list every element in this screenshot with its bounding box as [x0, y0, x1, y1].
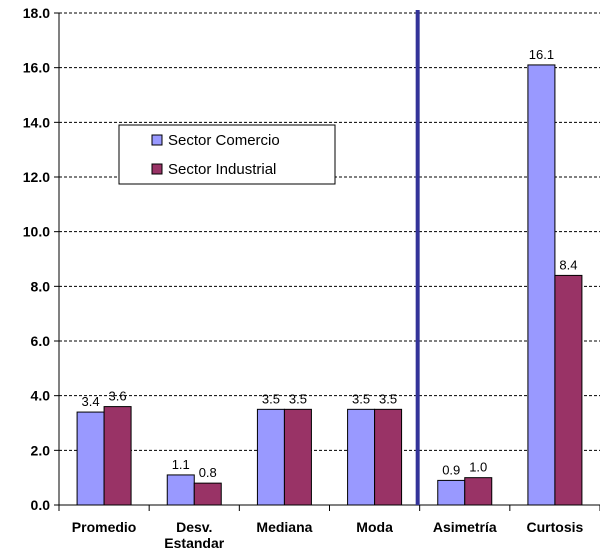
bar-industrial — [283, 408, 312, 506]
y-tick-labels: 0.0 2.0 4.0 6.0 8.0 10.0 12.0 14.0 16.0 18.0 — [23, 5, 59, 513]
y-tick-label: 14.0 — [23, 114, 50, 130]
bar-comercio — [166, 474, 195, 506]
y-tick-label: 10.0 — [23, 224, 50, 240]
bar-industrial — [374, 408, 403, 506]
data-label: 3.4 — [82, 394, 100, 409]
y-tick-label: 16.0 — [23, 60, 50, 76]
y-tick-label: 0.0 — [31, 497, 51, 513]
bar-industrial — [193, 482, 222, 506]
bars — [76, 64, 583, 506]
legend: Sector Comercio Sector Industrial — [118, 124, 336, 185]
data-label: 3.5 — [352, 391, 370, 406]
bar-industrial — [103, 406, 132, 506]
data-labels: 3.4 3.6 1.1 0.8 3.5 3.5 3.5 3.5 0.9 1.0 16.1 8.4 — [82, 47, 578, 480]
data-label: 16.1 — [529, 47, 554, 62]
bar-comercio — [527, 64, 556, 506]
y-tick-label: 6.0 — [31, 333, 51, 349]
data-label: 3.5 — [289, 391, 307, 406]
bar-comercio — [347, 408, 376, 506]
y-tick-label: 12.0 — [23, 169, 50, 185]
data-label: 1.0 — [469, 460, 487, 475]
data-label: 3.6 — [109, 389, 127, 404]
x-category-label: Promedio — [72, 519, 137, 535]
gridlines — [59, 12, 600, 451]
x-category-label: Estandar — [164, 535, 224, 551]
bar-comercio — [256, 408, 285, 506]
x-category-labels: Promedio Desv.Estandar Mediana Moda Asimetrí… — [72, 519, 584, 551]
bar-comercio — [76, 411, 105, 506]
legend-label-comercio: Sector Comercio — [168, 132, 280, 149]
x-category-label: Desv. — [176, 519, 212, 535]
x-category-label: Mediana — [256, 519, 312, 535]
data-label: 3.5 — [379, 391, 397, 406]
data-label: 0.9 — [442, 462, 460, 477]
x-category-label: Moda — [356, 519, 393, 535]
bar-comercio — [437, 479, 466, 506]
data-label: 0.8 — [199, 465, 217, 480]
x-category-label: Asimetría — [433, 519, 497, 535]
y-tick-label: 4.0 — [31, 388, 51, 404]
y-tick-label: 8.0 — [31, 278, 51, 294]
legend-swatch-comercio — [151, 134, 163, 146]
bar-industrial — [554, 274, 583, 506]
data-label: 8.4 — [559, 257, 577, 272]
y-tick-label: 2.0 — [31, 442, 51, 458]
data-label: 3.5 — [262, 391, 280, 406]
data-label: 1.1 — [172, 457, 190, 472]
x-category-label: Curtosis — [527, 519, 584, 535]
y-tick-label: 18.0 — [23, 5, 50, 21]
bar-industrial — [464, 477, 493, 506]
axes — [58, 10, 600, 511]
legend-label-industrial: Sector Industrial — [168, 161, 276, 178]
legend-swatch-industrial — [151, 163, 163, 175]
